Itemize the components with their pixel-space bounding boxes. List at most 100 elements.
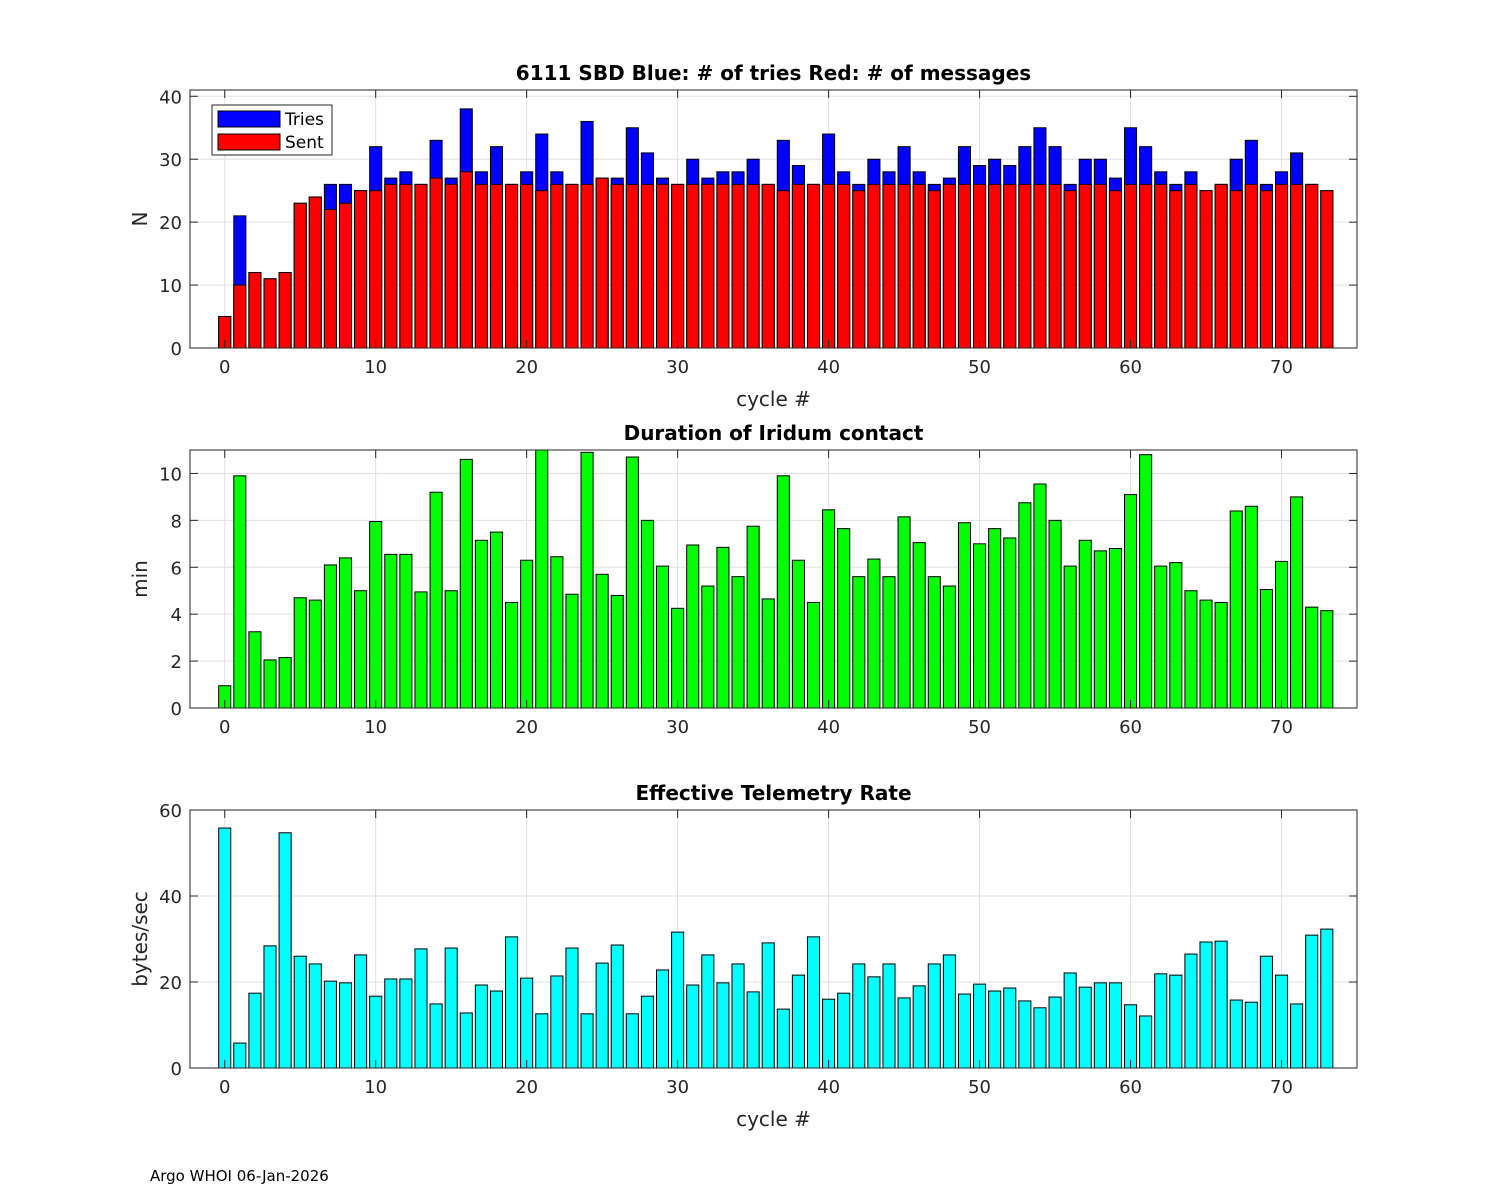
bar-sent [942,183,956,349]
bar-duration [1063,565,1077,709]
bar-duration [1108,548,1122,709]
legend-label-tries: Tries [284,110,324,130]
x-tick-label: 0 [219,1077,230,1098]
bar-rate [489,990,504,1069]
bar-rate [550,975,564,1069]
bar-duration [942,585,956,709]
axes-box [189,89,1358,349]
bar-sent [1169,190,1183,349]
legend-label-sent: Sent [285,133,324,153]
bar-rate [1305,934,1319,1069]
y-tick-label: 2 [171,652,182,673]
bar-rate [369,995,383,1069]
x-tick-label: 20 [515,1077,538,1098]
bar-sent [988,183,1002,349]
bar-rate [1033,1007,1047,1069]
bar-sent [338,202,353,349]
bar-duration [1033,483,1047,709]
bar-rate [459,1012,473,1069]
bar-duration [565,593,579,709]
bar-rate [927,963,941,1069]
bar-duration [806,601,821,709]
bar-sent [776,190,790,349]
bar-sent [248,271,262,349]
bar-sent [1078,183,1092,349]
y-tick-label: 8 [171,511,182,532]
bar-rate [625,1013,639,1069]
bar-duration [233,475,247,709]
bar-rate [384,978,398,1069]
bar-rate [1048,996,1062,1069]
bar-duration [731,576,745,709]
x-tick-label: 50 [968,717,991,738]
bar-rate [263,945,277,1069]
bar-sent [1003,183,1017,349]
bar-rate [1320,928,1334,1069]
bar-sent [640,183,654,349]
bar-rate [852,963,866,1069]
bar-duration [852,576,866,709]
bar-sent [610,183,624,349]
bar-sent [912,183,926,349]
chart-rate: 0 10 20 30 40 50 60 70 0 20 40 60 Effective Telemetr… [128,781,1358,1131]
bar-sent [791,183,805,349]
bar-rate [505,936,519,1069]
bar-sent [837,183,851,349]
bar-sent [701,183,715,349]
bar-duration [369,521,383,709]
bar-rate [716,982,730,1069]
bar-rate [580,1013,594,1069]
bar-sent [354,190,368,349]
bar-rate [1290,1003,1304,1069]
bar-duration [550,556,564,709]
bar-rate [338,982,353,1069]
bar-rate [399,978,413,1069]
y-tick-label: 20 [159,973,182,994]
bar-duration [822,509,836,709]
bar-rate [640,995,654,1069]
y-tick-label: 4 [171,605,182,626]
bar-duration [837,528,851,709]
y-tick-label: 40 [159,887,182,908]
y-axis-label: min [128,560,152,598]
bar-duration [1290,496,1304,709]
y-tick-label: 6 [171,558,182,579]
bar-duration [1214,601,1228,709]
bar-sent [686,183,700,349]
bar-sent [369,190,383,349]
bar-duration [308,599,322,709]
bar-sent [1018,183,1032,349]
bar-duration [973,543,987,709]
footer-label: Argo WHOI 06-Jan-2026 [150,1167,329,1185]
bar-rate [1078,986,1092,1069]
x-tick-label: 60 [1119,717,1142,738]
bar-rate [686,984,700,1069]
x-tick-label: 70 [1270,717,1293,738]
bar-sent [761,183,775,349]
bar-rate [308,963,322,1069]
bar-rate [278,832,292,1069]
bar-duration [1259,589,1273,709]
chart-title: Effective Telemetry Rate [635,781,911,805]
chart-title: Duration of Iridum contact [624,421,924,445]
bar-duration [867,558,881,709]
y-tick-label: 30 [159,150,182,171]
bar-rate [444,947,458,1069]
chart-sbd-tries: 0 10 20 30 40 50 60 70 0 10 20 30 40 6111 SBD Blue: #… [128,61,1358,411]
bar-duration [1320,610,1334,709]
x-tick-label: 50 [968,357,991,378]
bar-rate [1274,974,1289,1069]
bar-sent [1305,183,1319,349]
bar-rate [731,963,745,1069]
bar-rate [414,948,428,1069]
bar-duration [474,539,488,709]
bar-rate [882,963,896,1069]
bar-sent [671,183,685,349]
bar-rate [942,954,956,1069]
bar-duration [791,559,805,709]
y-tick-label: 40 [159,87,182,108]
bar-rate [897,997,911,1069]
bar-rate [1093,982,1107,1069]
bar-rate [957,993,972,1069]
bar-sent [1048,183,1062,349]
